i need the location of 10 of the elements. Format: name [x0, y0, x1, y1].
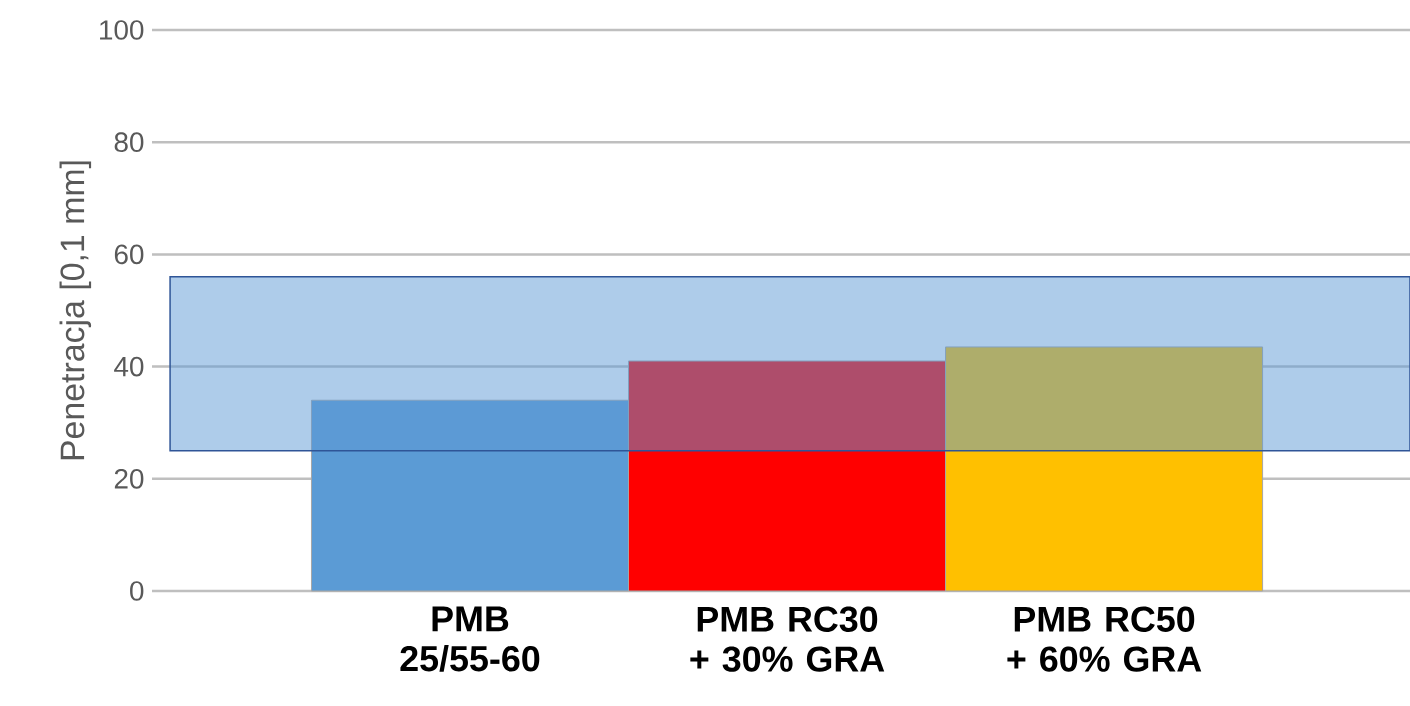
y-tick-label: 20	[114, 468, 144, 489]
y-tick-label: 60	[114, 244, 144, 265]
x-tick-label: PMB 25/55-60	[400, 606, 540, 672]
x-tick-label: PMB RC50 + 60% GRA	[1007, 606, 1202, 672]
y-tick-label: 100	[100, 20, 144, 40]
y-tick-label: 40	[114, 356, 144, 377]
y-tick-label: 0	[130, 581, 144, 601]
x-tick-label: PMB RC30 + 30% GRA	[690, 606, 885, 672]
y-axis-title: Penetracja [0,1 mm]	[59, 161, 92, 460]
y-tick-label: 80	[114, 132, 144, 153]
